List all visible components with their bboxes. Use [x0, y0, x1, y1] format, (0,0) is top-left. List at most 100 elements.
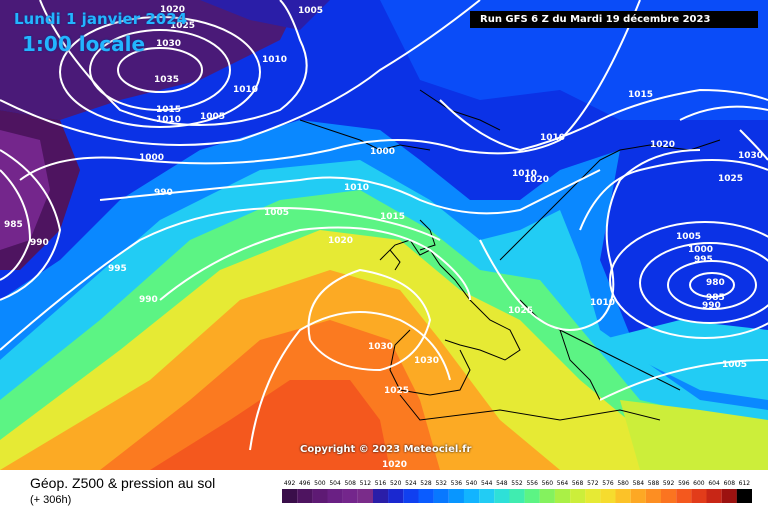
color-scale-box	[327, 489, 343, 503]
color-scale-label: 596	[678, 480, 690, 487]
isobar-label: 1030	[368, 342, 393, 352]
color-scale-label: 584	[633, 480, 645, 487]
run-info-banner: Run GFS 6 Z du Mardi 19 décembre 2023	[470, 11, 758, 28]
isobar-label: 1010	[262, 55, 287, 65]
isobar-label: 990	[139, 295, 158, 305]
color-scale-box	[676, 489, 692, 503]
color-scale-label: 612	[739, 480, 751, 487]
color-scale-box	[418, 489, 434, 503]
color-scale-box	[524, 489, 540, 503]
color-scale-label: 536	[451, 480, 463, 487]
color-scale-label: 500	[314, 480, 326, 487]
color-scale-label: 568	[572, 480, 584, 487]
map-parameter-title: Géop. Z500 & pression au sol	[30, 475, 216, 491]
color-scale-label: 588	[648, 480, 660, 487]
isobar-label: 1010	[344, 183, 369, 193]
valid-hour: 1:00 locale	[22, 32, 146, 56]
color-scale-label: 532	[435, 480, 447, 487]
color-scale-label: 576	[602, 480, 614, 487]
color-scale-box	[585, 489, 601, 503]
color-scale-label: 516	[375, 480, 387, 487]
color-scale-label: 564	[557, 480, 569, 487]
isobar-label: 1030	[414, 356, 439, 366]
isobar-label: 1035	[154, 75, 179, 85]
isobar-label: 990	[702, 301, 721, 311]
isobar-label: 1005	[298, 6, 323, 16]
color-scale-label: 512	[360, 480, 372, 487]
isobar-label: 985	[4, 220, 23, 230]
color-scale-label: 604	[708, 480, 720, 487]
color-scale-box	[463, 489, 480, 503]
color-scale-label: 524	[405, 480, 417, 487]
isobar-label: 1030	[156, 39, 181, 49]
color-scale-box	[645, 489, 662, 503]
isobar-label: 1020	[524, 175, 549, 185]
color-scale-box	[691, 489, 707, 503]
isobar-label: 1010	[233, 85, 258, 95]
isobar-label: 1020	[382, 460, 407, 470]
zone-cyan-se	[600, 320, 768, 400]
isobar-label: 1005	[676, 232, 701, 242]
color-scale-label: 548	[496, 480, 508, 487]
color-scale-label: 528	[420, 480, 432, 487]
zone-indigo-n	[200, 0, 330, 30]
isobar-label: 995	[694, 255, 713, 265]
color-scale-box	[661, 489, 677, 503]
isobar-label: 1020	[160, 5, 185, 15]
isobar-label: 1000	[139, 153, 164, 163]
copyright-notice: Copyright © 2023 Meteociel.fr	[300, 444, 472, 455]
zone-blue-ne	[380, 0, 768, 120]
color-scale-label: 544	[481, 480, 493, 487]
color-scale-box	[448, 489, 464, 503]
color-scale-box	[297, 489, 313, 503]
isobar-label: 1010	[156, 115, 181, 125]
isobar-label: 1030	[738, 151, 763, 161]
isobar-label: 1000	[688, 245, 713, 255]
isobar-label: 1025	[718, 174, 743, 184]
color-scale-box	[479, 489, 495, 503]
color-scale-box	[539, 489, 555, 503]
color-scale-box	[721, 489, 737, 503]
color-scale-box	[615, 489, 631, 503]
color-scale-label: 508	[344, 480, 356, 487]
color-scale-label: 504	[329, 480, 341, 487]
color-scale-label: 540	[466, 480, 478, 487]
color-scale-label: 608	[724, 480, 736, 487]
color-scale-box	[342, 489, 358, 503]
legend-footer: Géop. Z500 & pression au sol (+ 306h) 49…	[0, 470, 768, 512]
color-scale-box	[509, 489, 525, 503]
isobar-label: 1005	[200, 112, 225, 122]
color-scale-label: 496	[299, 480, 311, 487]
isobar-label: 1015	[156, 105, 181, 115]
isobar-label: 1025	[384, 386, 409, 396]
isobar-label: 980	[706, 278, 725, 288]
color-scale-label: 560	[542, 480, 554, 487]
isobars	[0, 0, 768, 451]
color-scale-box	[736, 489, 752, 503]
color-scale-box	[312, 489, 328, 503]
isobar-label: 1015	[628, 90, 653, 100]
geopotential-map[interactable]: 1005 1020 1025 1030 1035 1010 1010 1015 …	[0, 0, 768, 470]
color-scale-label: 580	[617, 480, 629, 487]
isobar-label: 1000	[370, 147, 395, 157]
isobar-label: 1010	[540, 133, 565, 143]
valid-date: Lundi 1 janvier 2024	[14, 10, 188, 28]
color-scale-label: 600	[693, 480, 705, 487]
isobar-label: 1015	[380, 212, 405, 222]
isobar-label: 1025	[170, 21, 195, 31]
isobar-label: 1020	[650, 140, 675, 150]
isobar-labels: 1005 1020 1025 1030 1035 1010 1010 1015 …	[4, 5, 763, 470]
color-scale-label: 520	[390, 480, 402, 487]
isobar-label: 1020	[328, 236, 353, 246]
color-scale-box	[494, 489, 510, 503]
color-scale-label: 592	[663, 480, 675, 487]
coastlines	[299, 89, 721, 421]
isobar-label: 985	[706, 293, 725, 303]
isobar-label: 1010	[512, 169, 537, 179]
map-canvas: 1005 1020 1025 1030 1035 1010 1010 1015 …	[0, 0, 768, 470]
color-scale-label: 552	[511, 480, 523, 487]
isobar-label: 1005	[722, 360, 747, 370]
color-scale-box	[282, 489, 298, 503]
zone-violet-w	[0, 130, 50, 250]
color-scale-box	[433, 489, 449, 503]
